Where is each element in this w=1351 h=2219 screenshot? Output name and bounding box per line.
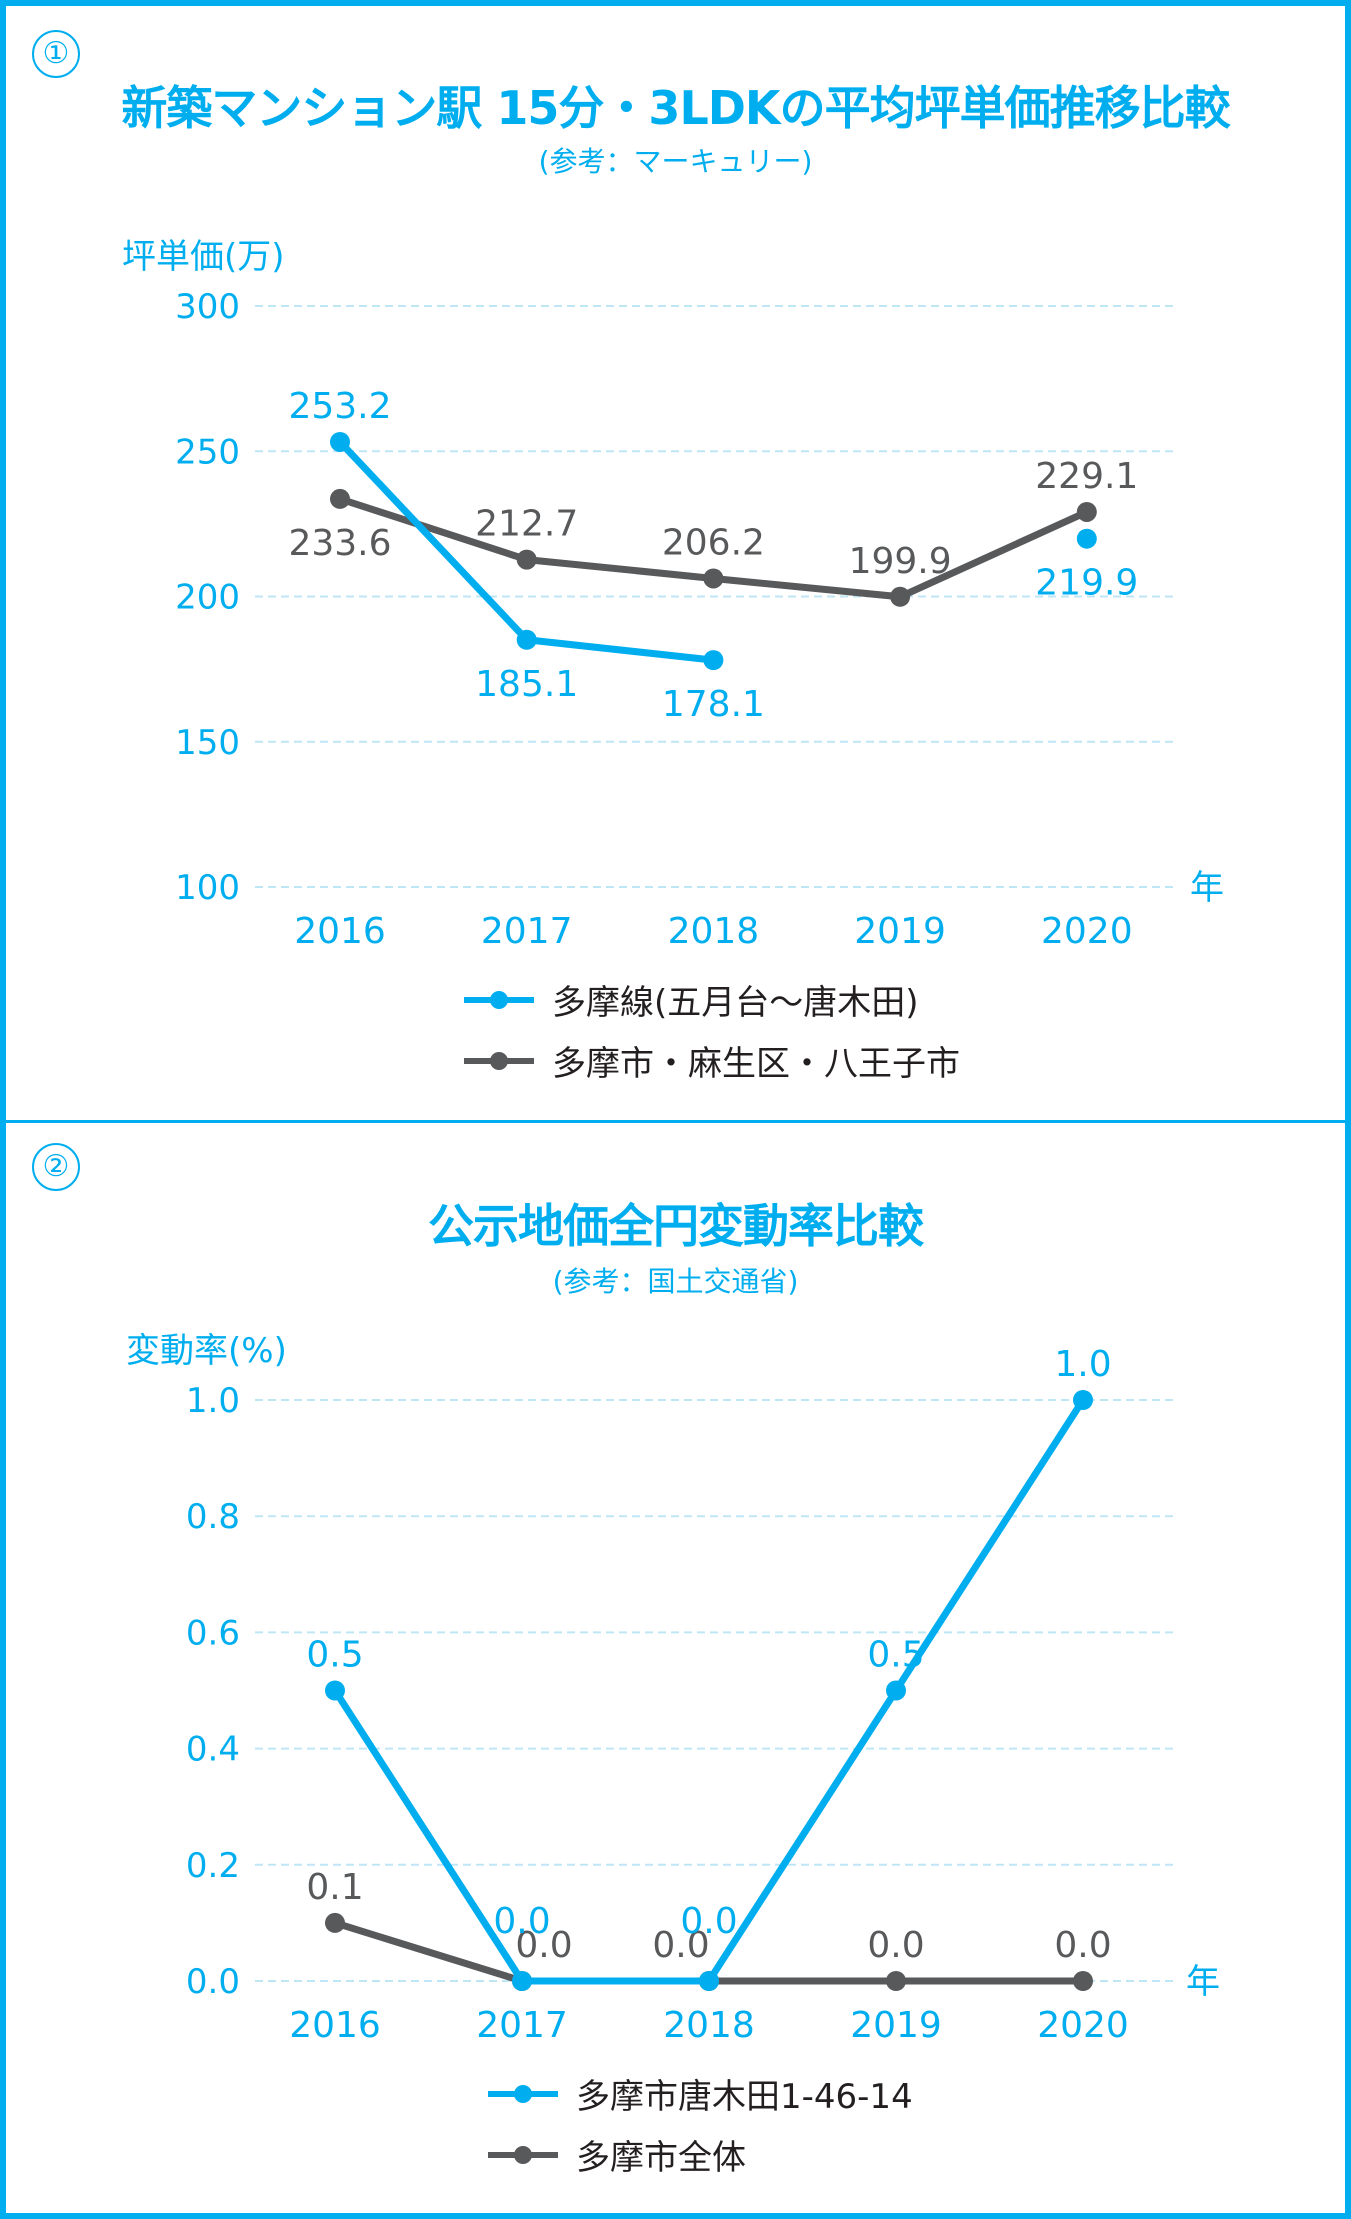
data-point: [1076, 501, 1097, 522]
legend-label: 多摩市全体: [576, 2138, 746, 2178]
series-line-segment: [333, 1919, 524, 1985]
data-label: 0.0: [493, 1901, 550, 1942]
x-tick-label: 2016: [294, 911, 386, 952]
data-point: [325, 1912, 345, 1933]
legend-swatch-blue: [464, 989, 534, 1011]
x-tick-label: 2016: [289, 2005, 381, 2046]
series-line-segment: [332, 1688, 525, 1983]
y-tick-label: 150: [175, 723, 240, 763]
data-label: 212.7: [475, 504, 578, 545]
section-divider: [0, 1120, 1351, 1123]
series-line-segment: [338, 495, 528, 563]
data-label: 0.0: [1054, 1925, 1111, 1966]
chart2-title: 公示地価全円変動率比較: [428, 1199, 924, 1253]
chart1-legend-item-1: 多摩線(五月台〜唐木田): [464, 975, 919, 1024]
y-tick-label: 0.6: [186, 1613, 240, 1653]
y-tick-label: 250: [175, 432, 240, 472]
chart2-legend-item-1: 多摩市唐木田1-46-14: [488, 2069, 913, 2118]
data-label: 0.5: [867, 1635, 924, 1676]
chart2-legend-item-2: 多摩市全体: [488, 2130, 746, 2179]
data-label: 0.0: [867, 1925, 924, 1966]
chart2-number: ②: [32, 1143, 80, 1191]
data-point: [886, 1971, 906, 1991]
x-tick-label: 2020: [1041, 911, 1133, 952]
series-line-segment: [893, 1398, 1086, 1693]
x-tick-label: 2020: [1037, 2005, 1129, 2046]
x-tick-label: 2017: [476, 2005, 568, 2046]
x-axis-label: 年: [1190, 868, 1224, 908]
chart1-plot: 坪単価(万) 300 250 200 150 100 年 2016 2017 2018 2019 20…: [122, 237, 1224, 952]
data-label: 233.6: [288, 523, 391, 564]
data-point: [703, 650, 724, 671]
data-point: [890, 586, 911, 607]
data-label: 0.1: [306, 1867, 363, 1908]
data-point: [1073, 1971, 1093, 1991]
data-label: 0.5: [306, 1635, 363, 1676]
data-label: 0.0: [680, 1901, 737, 1942]
data-label: 178.1: [662, 684, 765, 725]
legend-swatch-gray: [464, 1050, 534, 1072]
series-line-segment: [706, 1688, 899, 1983]
data-label: 0.0: [515, 1925, 572, 1966]
y-tick-label: 0.2: [186, 1846, 240, 1886]
data-point: [699, 1971, 719, 1991]
chart2-subtitle: (参考：国土交通省): [552, 1265, 799, 1298]
data-point: [330, 431, 350, 452]
chart1-subtitle: (参考：マーキュリー): [538, 145, 813, 178]
y-tick-label: 300: [175, 287, 240, 327]
chart1-number: ①: [32, 30, 80, 78]
data-point: [1076, 528, 1097, 549]
data-point: [512, 1971, 532, 1991]
chart2-plot: 変動率(%) 1.0 0.8 0.6 0.4 0.2 0.0 年 2016 2017 2018 201…: [126, 1331, 1220, 2046]
data-label: 185.1: [475, 664, 578, 705]
y-tick-label: 1.0: [186, 1381, 240, 1421]
y-tick-label: 0.8: [186, 1497, 240, 1537]
y-tick-label: 0.4: [186, 1730, 240, 1770]
data-label: 199.9: [849, 541, 952, 582]
data-point: [886, 1680, 906, 1701]
legend-label: 多摩市・麻生区・八王子市: [552, 1044, 960, 1084]
y-tick-label: 0.0: [186, 1962, 240, 2002]
series-line-segment: [713, 575, 901, 601]
data-point: [1073, 1390, 1093, 1410]
x-axis-label: 年: [1186, 1962, 1220, 2002]
data-point: [330, 488, 350, 509]
data-point: [516, 629, 537, 650]
data-label: 253.2: [288, 386, 391, 427]
data-label: 229.1: [1035, 456, 1138, 497]
y-tick-label: 100: [175, 868, 240, 908]
series-line-segment: [337, 439, 530, 643]
y-axis-label: 坪単価(万): [122, 237, 285, 277]
legend-swatch-gray: [488, 2144, 558, 2166]
x-tick-label: 2017: [481, 911, 573, 952]
x-tick-label: 2018: [663, 2005, 755, 2046]
data-point: [325, 1680, 345, 1701]
chart1-title: 新築マンション駅 15分・3LDKの平均坪単価推移比較: [121, 81, 1230, 135]
series-line-segment: [526, 556, 714, 582]
y-tick-label: 200: [175, 578, 240, 618]
x-tick-label: 2018: [668, 911, 760, 952]
x-tick-label: 2019: [850, 2005, 942, 2046]
data-point: [703, 568, 724, 589]
y-axis-label: 変動率(%): [126, 1331, 287, 1371]
series-line-segment: [526, 636, 714, 664]
data-label: 219.9: [1035, 563, 1138, 604]
series-line-segment: [898, 508, 1089, 600]
x-tick-label: 2019: [854, 911, 946, 952]
legend-label: 多摩市唐木田1-46-14: [576, 2077, 913, 2117]
legend-label: 多摩線(五月台〜唐木田): [552, 983, 919, 1023]
data-label: 0.0: [652, 1925, 709, 1966]
data-point: [516, 549, 537, 570]
chart1-legend-item-2: 多摩市・麻生区・八王子市: [464, 1036, 960, 1085]
legend-swatch-blue: [488, 2083, 558, 2105]
data-label: 1.0: [1054, 1344, 1111, 1385]
data-label: 206.2: [662, 522, 765, 563]
